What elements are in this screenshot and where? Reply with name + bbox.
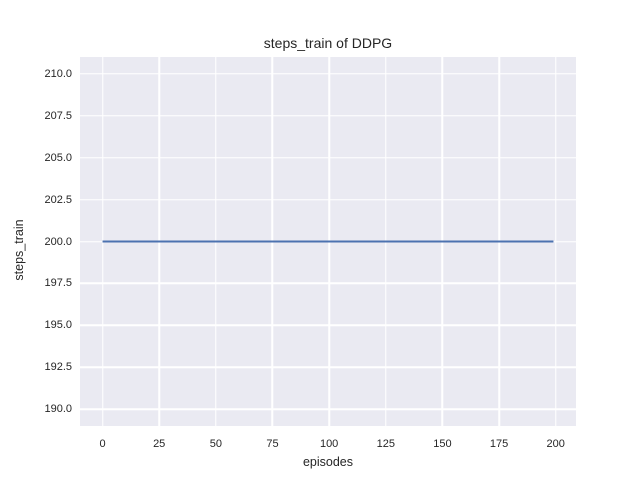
- x-tick-label: 175: [489, 438, 509, 450]
- series-layer: [80, 57, 576, 426]
- plot-area: [80, 57, 576, 426]
- y-tick-label: 200.0: [44, 235, 72, 248]
- x-tick-label: 50: [209, 438, 222, 450]
- x-tick-label: 0: [99, 438, 106, 450]
- x-tick-label: 150: [433, 438, 452, 450]
- y-tick-label: 205.0: [44, 151, 72, 164]
- y-tick-label: 197.5: [44, 277, 72, 290]
- gridline-horizontal: [80, 114, 576, 117]
- gridline-horizontal: [80, 408, 576, 410]
- y-tick-labels: 190.0 192.5 195.0 197.5 200.0 202.5 205.0 207.5…: [0, 57, 72, 426]
- x-tick-label: 125: [376, 438, 395, 450]
- chart-title: steps_train of DDPG: [263, 35, 393, 51]
- y-tick-label: 195.0: [44, 319, 72, 332]
- y-tick-label: 210.0: [44, 67, 72, 80]
- gridline-horizontal: [80, 324, 576, 327]
- x-tick-label: 25: [153, 438, 166, 450]
- gridline-horizontal: [80, 282, 576, 285]
- x-tick-labels: 0 25 50 75 100 125 150 175 200: [80, 438, 576, 452]
- gridline-horizontal: [80, 73, 576, 75]
- gridline-horizontal: [80, 156, 576, 159]
- y-tick-label: 207.5: [44, 109, 72, 122]
- y-tick-label: 202.5: [44, 193, 72, 206]
- gridline-horizontal: [80, 198, 576, 201]
- gridline-horizontal: [80, 366, 576, 369]
- y-tick-label: 192.5: [44, 361, 72, 374]
- y-tick-label: 190.0: [44, 403, 72, 416]
- x-tick-label: 100: [319, 438, 339, 450]
- x-tick-label: 75: [266, 438, 279, 450]
- x-axis-label: episodes: [302, 455, 354, 469]
- x-tick-label: 200: [546, 438, 565, 450]
